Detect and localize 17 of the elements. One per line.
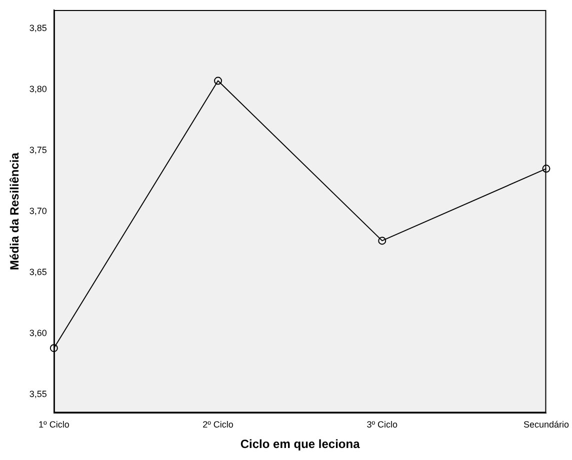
y-tick-label: 3,80 (29, 84, 47, 94)
x-axis-title: Ciclo em que leciona (240, 437, 360, 452)
point (214, 76, 222, 85)
point (50, 344, 58, 352)
y-tick-label: 3,55 (29, 388, 47, 399)
y-tick-label: 3,70 (29, 206, 47, 216)
y-tick-label: 3,60 (29, 328, 47, 338)
y-tick-label: 3,65 (29, 266, 47, 277)
x-tick-label: 1º Ciclo (38, 420, 70, 430)
x-tick-label: 3º Ciclo (366, 420, 398, 430)
point (378, 236, 386, 245)
y-tick-label: 3,75 (29, 144, 47, 155)
x-tick-label: 2º Ciclo (202, 420, 234, 430)
y-tick-label: 3,85 (29, 22, 47, 33)
y-axis-title: Média da Resiliência (8, 152, 22, 270)
x-tick-label: Secundário (523, 420, 570, 430)
point (542, 164, 550, 173)
